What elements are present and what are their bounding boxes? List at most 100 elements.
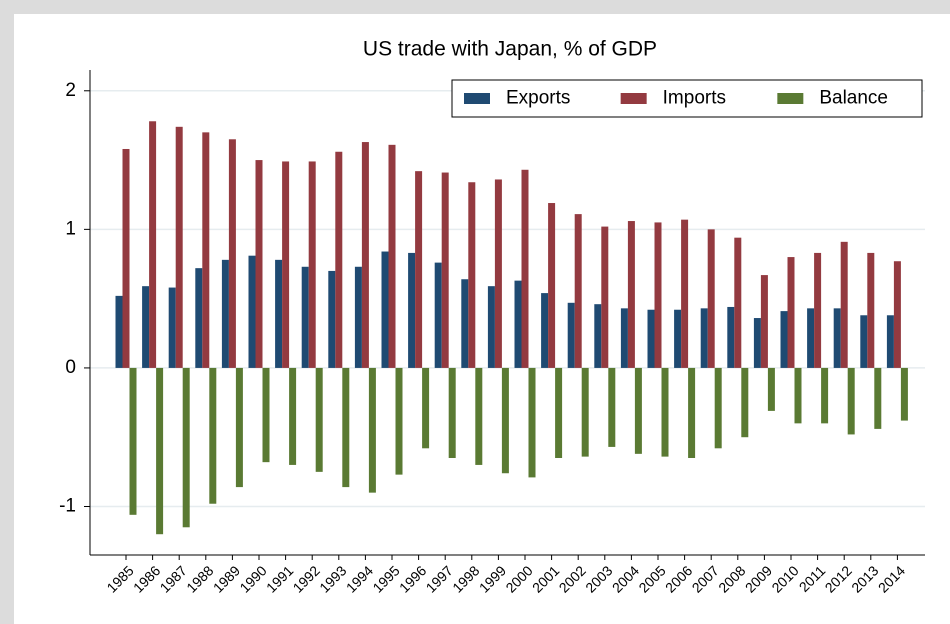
legend-label: Balance bbox=[819, 88, 888, 109]
chart-title: US trade with Japan, % of GDP bbox=[363, 38, 657, 61]
bar bbox=[408, 252, 416, 368]
bar bbox=[753, 318, 761, 368]
bar bbox=[634, 367, 642, 454]
bar bbox=[122, 148, 130, 368]
bar bbox=[115, 295, 123, 368]
bar bbox=[886, 315, 894, 368]
bar bbox=[548, 203, 556, 368]
bar bbox=[235, 367, 243, 488]
bar bbox=[661, 367, 669, 457]
y-tick-label: 0 bbox=[65, 357, 76, 378]
bar bbox=[760, 275, 768, 368]
bar bbox=[734, 237, 742, 368]
bar bbox=[315, 367, 323, 472]
bar bbox=[741, 367, 749, 438]
bar bbox=[727, 306, 735, 368]
bar bbox=[574, 214, 582, 368]
legend-swatch bbox=[464, 93, 490, 104]
bar bbox=[767, 367, 775, 411]
bar bbox=[714, 367, 722, 449]
bar bbox=[700, 308, 708, 368]
legend-label: Imports bbox=[663, 88, 726, 109]
legend-swatch bbox=[777, 93, 804, 104]
legend-box bbox=[451, 79, 923, 118]
bar bbox=[555, 367, 563, 458]
bar bbox=[475, 367, 483, 465]
bar bbox=[415, 171, 423, 368]
bar bbox=[620, 308, 628, 368]
bar bbox=[395, 367, 403, 475]
bar bbox=[448, 367, 456, 458]
bar bbox=[228, 139, 236, 368]
bar bbox=[301, 266, 309, 368]
bar bbox=[175, 126, 183, 368]
bar bbox=[182, 367, 190, 528]
legend-label: Exports bbox=[506, 88, 570, 109]
bar bbox=[361, 142, 369, 368]
bar bbox=[900, 367, 908, 421]
bar bbox=[441, 172, 449, 368]
bar bbox=[195, 268, 203, 368]
y-tick-label: 2 bbox=[65, 80, 76, 101]
bar bbox=[674, 309, 682, 368]
bar bbox=[780, 311, 788, 368]
bar bbox=[149, 121, 157, 368]
bar bbox=[541, 293, 549, 368]
bar bbox=[514, 280, 522, 368]
bar bbox=[262, 367, 270, 463]
bar bbox=[255, 160, 263, 368]
bar bbox=[647, 309, 655, 368]
bar bbox=[627, 221, 635, 368]
bar bbox=[368, 367, 376, 493]
bar bbox=[422, 367, 430, 449]
bar bbox=[168, 287, 176, 368]
bar bbox=[468, 182, 476, 368]
bar bbox=[221, 259, 229, 368]
bar bbox=[814, 252, 822, 368]
bar bbox=[289, 367, 297, 465]
legend-swatch bbox=[620, 93, 647, 104]
bar bbox=[501, 367, 509, 474]
bar bbox=[487, 286, 495, 368]
bar bbox=[581, 367, 589, 457]
bar bbox=[494, 179, 502, 368]
bar bbox=[335, 151, 343, 368]
bar bbox=[840, 241, 848, 368]
bar bbox=[156, 367, 164, 535]
bar bbox=[342, 367, 350, 488]
bar bbox=[654, 222, 662, 368]
bar bbox=[282, 161, 290, 368]
bar bbox=[275, 259, 283, 368]
bar bbox=[860, 315, 868, 368]
bar bbox=[833, 308, 841, 368]
bar bbox=[202, 132, 210, 368]
bar bbox=[807, 308, 815, 368]
bar bbox=[867, 252, 875, 368]
y-tick-label: 1 bbox=[65, 218, 76, 239]
bar bbox=[821, 367, 829, 424]
bar bbox=[521, 169, 529, 368]
bar bbox=[681, 219, 689, 368]
bar bbox=[847, 367, 855, 435]
bar bbox=[594, 304, 602, 368]
bar bbox=[874, 367, 882, 429]
bar bbox=[354, 266, 362, 368]
bar bbox=[129, 367, 137, 515]
bar bbox=[308, 161, 316, 368]
bar bbox=[707, 229, 715, 368]
bar bbox=[794, 367, 802, 424]
bar bbox=[461, 279, 469, 368]
bar bbox=[787, 257, 795, 368]
bar bbox=[388, 144, 396, 368]
bar bbox=[381, 251, 389, 368]
bar bbox=[328, 270, 336, 368]
y-tick-label: -1 bbox=[59, 496, 76, 517]
bar bbox=[248, 255, 256, 368]
bar bbox=[893, 261, 901, 368]
bar bbox=[528, 367, 536, 478]
bar bbox=[434, 262, 442, 368]
bar bbox=[688, 367, 696, 458]
bar bbox=[567, 302, 575, 368]
bar bbox=[209, 367, 217, 504]
